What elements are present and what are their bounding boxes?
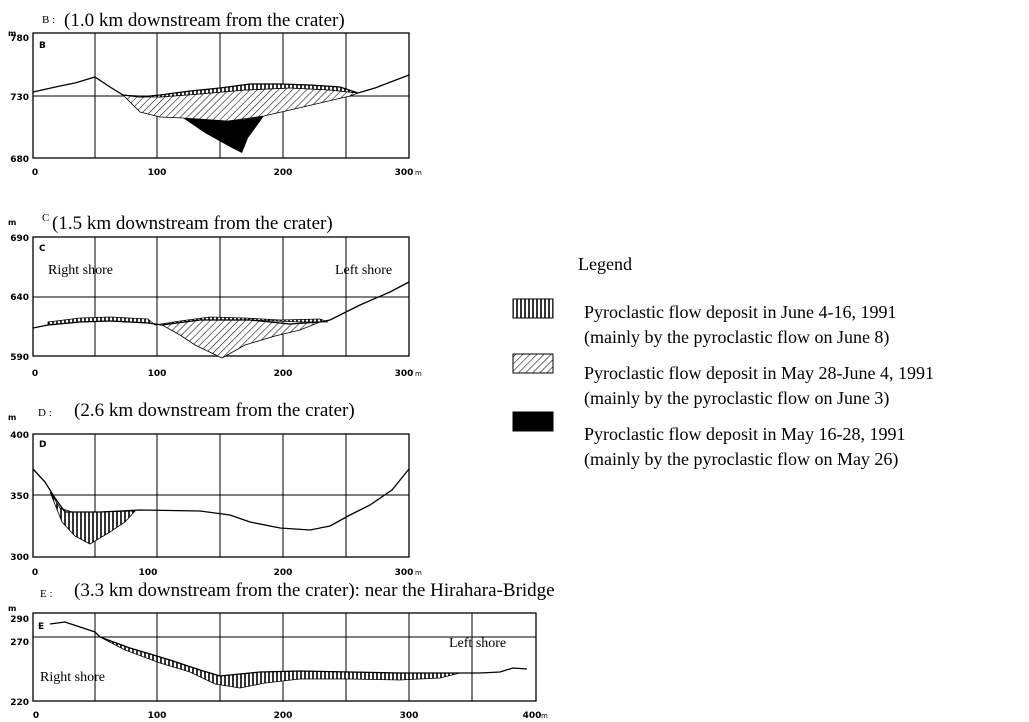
plot-frame xyxy=(32,612,537,702)
section-title: (2.6 km downstream from the crater) xyxy=(74,400,355,421)
section-title: (1.5 km downstream from the crater) xyxy=(52,213,333,234)
x-tick-label: 0 xyxy=(33,711,39,721)
x-tick-label: 0 xyxy=(32,369,38,379)
legend-title: Legend xyxy=(578,254,632,274)
unit-label: m xyxy=(8,413,16,422)
left-shore-label: Left shore xyxy=(449,636,506,651)
x-tick-label: 400 xyxy=(523,711,542,721)
right-shore-label: Right shore xyxy=(40,670,105,685)
x-tick-label: 200 xyxy=(274,369,293,379)
left-shore-label: Left shore xyxy=(335,263,392,278)
unit-label: m xyxy=(8,604,16,613)
panel-letter: C xyxy=(39,244,46,254)
legend-item-line2: (mainly by the pyroclastic flow on June … xyxy=(584,388,889,409)
legend-swatch-solid-black xyxy=(512,411,554,432)
ground-profile xyxy=(32,74,410,98)
y-tick-label: 400 xyxy=(10,431,29,441)
section-c: m C (1.5 km downstream from the crater) … xyxy=(8,212,422,379)
x-unit-label: m xyxy=(541,712,548,720)
section-letter-heading: C xyxy=(42,212,49,224)
panel-letter: E xyxy=(38,622,44,632)
x-tick-label: 100 xyxy=(148,711,167,721)
unit-label: m xyxy=(8,218,16,227)
y-tick-label: 680 xyxy=(10,155,29,165)
section-e: m E : (3.3 km downstream from the crater… xyxy=(8,580,555,721)
y-tick-label: 690 xyxy=(10,234,29,244)
legend-item-line2: (mainly by the pyroclastic flow on June … xyxy=(584,327,889,348)
right-shore-label: Right shore xyxy=(48,263,113,278)
unit-label: m xyxy=(8,29,16,38)
y-tick-label: 270 xyxy=(10,638,29,648)
legend-swatch-diagonal-hatch xyxy=(512,353,554,374)
legend-item-line2: (mainly by the pyroclastic flow on May 2… xyxy=(584,449,898,470)
section-d: m D : (2.6 km downstream from the crater… xyxy=(8,400,422,578)
legend-item-line1: Pyroclastic flow deposit in May 28-June … xyxy=(584,363,934,383)
section-b: m B : (1.0 km downstream from the crater… xyxy=(8,10,422,178)
y-tick-label: 300 xyxy=(10,553,29,563)
x-tick-label: 200 xyxy=(274,168,293,178)
x-tick-label: 300 xyxy=(400,711,419,721)
y-tick-label: 780 xyxy=(10,34,29,44)
y-tick-label: 350 xyxy=(10,492,29,502)
grid xyxy=(33,613,536,701)
panel-letter: D xyxy=(39,440,46,450)
section-letter-heading: E : xyxy=(40,588,53,600)
y-tick-label: 220 xyxy=(10,698,29,708)
legend-item-line1: Pyroclastic flow deposit in June 4-16, 1… xyxy=(584,302,896,322)
x-tick-label: 200 xyxy=(274,568,293,578)
x-unit-label: m xyxy=(415,370,422,378)
deposit-june-4-16 xyxy=(99,636,461,689)
section-title: (3.3 km downstream from the crater): nea… xyxy=(74,580,555,601)
deposit-may28-june4 xyxy=(121,87,359,122)
x-tick-label: 300 xyxy=(395,568,414,578)
y-tick-label: 730 xyxy=(10,93,29,103)
ground-profile xyxy=(32,281,410,329)
grid xyxy=(33,237,409,356)
section-letter-heading: D : xyxy=(38,407,52,419)
deposit-may28-june4 xyxy=(160,319,321,359)
legend: Legend Pyroclastic flow deposit in June … xyxy=(512,254,934,470)
deposit-june-4-16 xyxy=(49,491,136,545)
x-tick-label: 0 xyxy=(32,568,38,578)
panel-letter: B xyxy=(39,41,46,51)
section-letter-heading: B : xyxy=(42,14,55,26)
x-tick-label: 300 xyxy=(395,168,414,178)
y-tick-label: 590 xyxy=(10,353,29,363)
x-tick-label: 0 xyxy=(32,168,38,178)
y-tick-label: 290 xyxy=(10,615,29,625)
y-tick-label: 640 xyxy=(10,293,29,303)
section-title: (1.0 km downstream from the crater) xyxy=(64,10,345,31)
x-tick-label: 100 xyxy=(139,568,158,578)
x-unit-label: m xyxy=(415,569,422,577)
x-tick-label: 200 xyxy=(274,711,293,721)
x-unit-label: m xyxy=(415,169,422,177)
x-tick-label: 100 xyxy=(148,369,167,379)
legend-swatch-vertical-hatch xyxy=(512,298,554,319)
x-tick-label: 300 xyxy=(395,369,414,379)
deposit-may-16-28 xyxy=(183,116,264,153)
x-tick-label: 100 xyxy=(148,168,167,178)
ground-profile xyxy=(32,468,410,531)
legend-item-line1: Pyroclastic flow deposit in May 16-28, 1… xyxy=(584,424,905,444)
ground-profile xyxy=(49,621,528,677)
